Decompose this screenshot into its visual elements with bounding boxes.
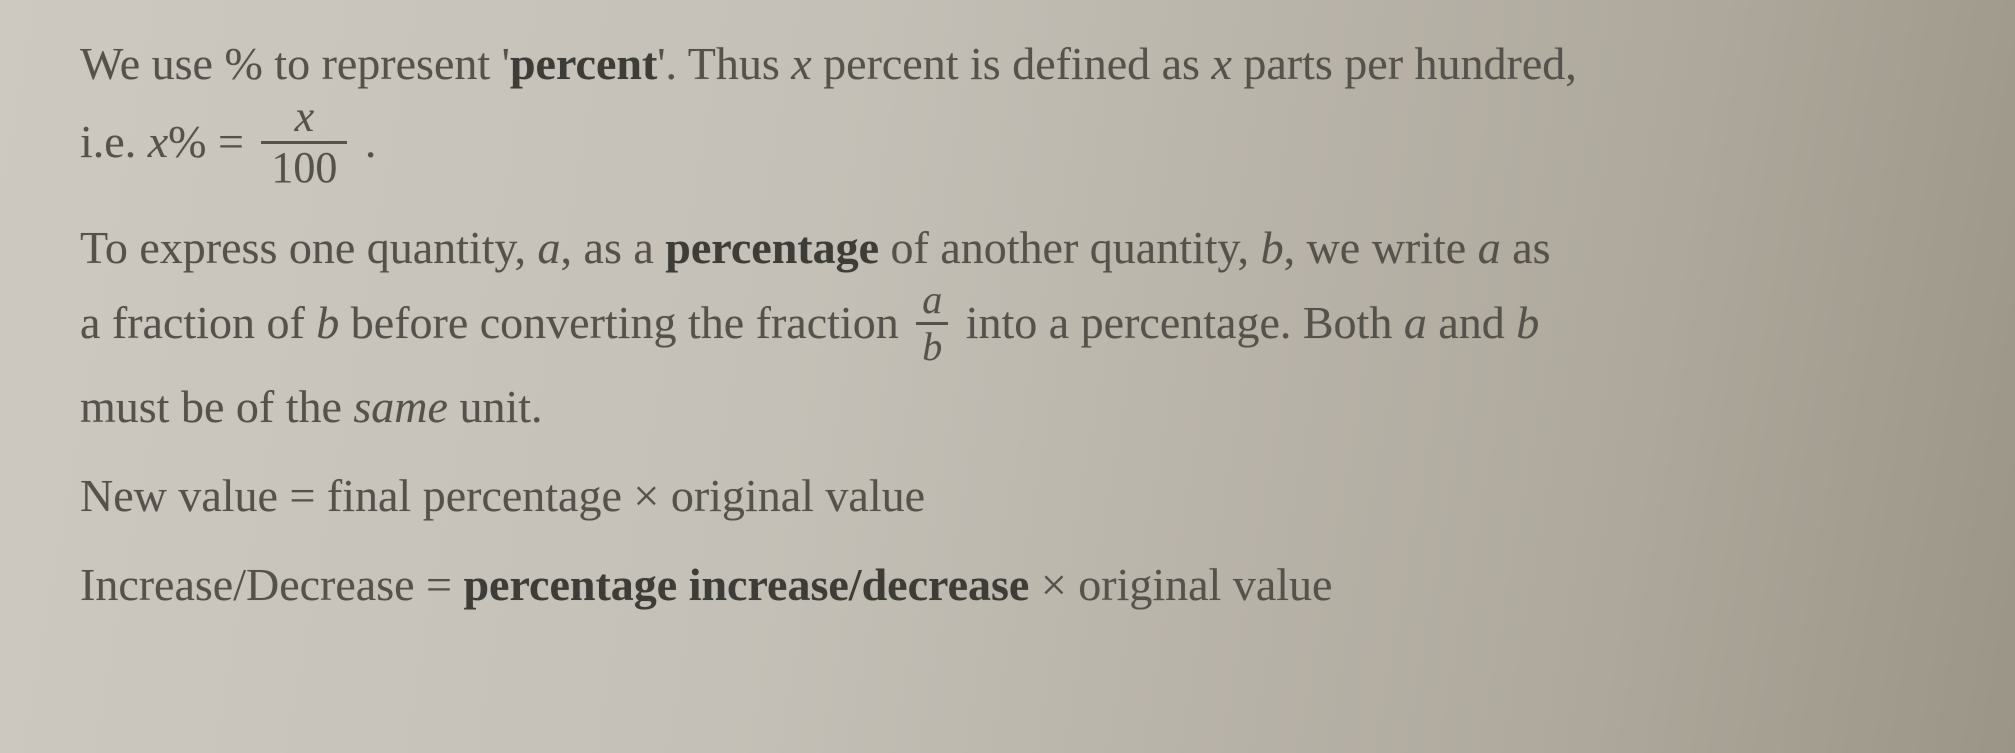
text: We use % to represent ' bbox=[80, 38, 510, 89]
text: , we write bbox=[1284, 222, 1478, 273]
text: '. Thus bbox=[657, 38, 791, 89]
bold-percent: percent bbox=[510, 38, 657, 89]
fraction-a-over-b: ab bbox=[916, 280, 948, 367]
var-a: a bbox=[538, 222, 561, 273]
text: × original value bbox=[1029, 559, 1332, 610]
text: % = bbox=[168, 116, 255, 167]
fraction-numerator: a bbox=[916, 280, 948, 325]
text: before converting the fraction bbox=[339, 297, 910, 348]
text: Increase/Decrease = bbox=[80, 559, 463, 610]
var-a: a bbox=[1404, 297, 1427, 348]
text: To express one quantity, bbox=[80, 222, 538, 273]
text: New value = final percentage × original … bbox=[80, 470, 925, 521]
var-a: a bbox=[1478, 222, 1501, 273]
fraction-denominator: 100 bbox=[261, 144, 347, 190]
bold-percentage-increase-decrease: percentage increase/decrease bbox=[463, 559, 1029, 610]
text: parts per hundred, bbox=[1232, 38, 1577, 89]
text: a fraction of bbox=[80, 297, 316, 348]
text: , as a bbox=[561, 222, 666, 273]
text: of another quantity, bbox=[879, 222, 1261, 273]
var-x: x bbox=[1211, 38, 1231, 89]
var-b: b bbox=[316, 297, 339, 348]
fraction-denominator: b bbox=[916, 325, 948, 367]
fraction-numerator: x bbox=[261, 95, 347, 144]
paragraph-increase-decrease-formula: Increase/Decrease = percentage increase/… bbox=[80, 549, 1955, 620]
text: as bbox=[1501, 222, 1551, 273]
fraction-x-over-100: x100 bbox=[261, 95, 347, 190]
italic-same: same bbox=[353, 381, 448, 432]
text: unit. bbox=[448, 381, 543, 432]
paragraph-percentage-of-quantity: To express one quantity, a, as a percent… bbox=[80, 212, 1955, 442]
text: percent is defined as bbox=[812, 38, 1212, 89]
var-b: b bbox=[1261, 222, 1284, 273]
paragraph-percent-definition: We use % to represent 'percent'. Thus x … bbox=[80, 28, 1955, 194]
var-b: b bbox=[1516, 297, 1539, 348]
text: and bbox=[1427, 297, 1516, 348]
text: must be of the bbox=[80, 381, 353, 432]
var-x: x bbox=[791, 38, 811, 89]
text: into a percentage. Both bbox=[954, 297, 1404, 348]
bold-percentage: percentage bbox=[665, 222, 879, 273]
var-x: x bbox=[148, 116, 168, 167]
text: i.e. bbox=[80, 116, 148, 167]
paragraph-new-value-formula: New value = final percentage × original … bbox=[80, 460, 1955, 531]
text: . bbox=[353, 116, 376, 167]
